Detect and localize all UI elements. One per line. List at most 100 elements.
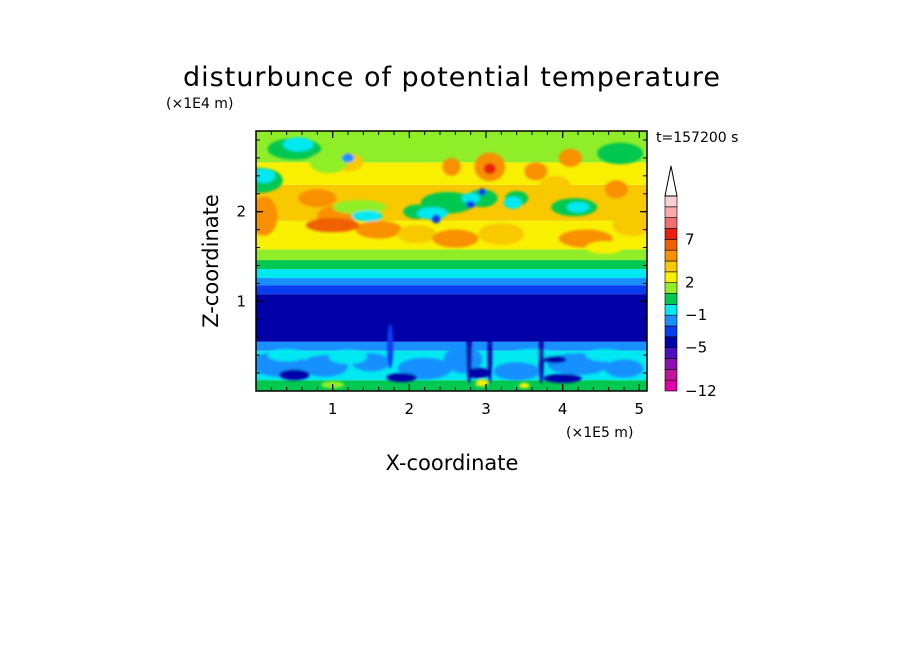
field-patch xyxy=(355,220,402,239)
colorbar-swatch xyxy=(664,228,678,240)
field-patch xyxy=(493,362,540,381)
field-band xyxy=(256,341,647,351)
field-patch xyxy=(432,229,479,248)
field-patch xyxy=(466,200,476,209)
field-patch xyxy=(443,346,483,374)
colorbar-swatch xyxy=(664,249,678,262)
x-tick-label: 3 xyxy=(481,400,491,418)
heatmap-field xyxy=(256,131,647,391)
x-axis-label: X-coordinate xyxy=(386,451,519,475)
field-patch xyxy=(256,196,278,236)
field-patch xyxy=(543,356,567,364)
colorbar-label: −12 xyxy=(685,382,717,400)
colorbar-swatch xyxy=(664,379,678,392)
field-patch xyxy=(518,382,530,389)
y-axis-ticks: 12 xyxy=(236,139,647,374)
field-patch xyxy=(501,135,548,154)
field-patch xyxy=(503,196,523,209)
field-patch xyxy=(558,148,582,167)
field-patch xyxy=(387,323,394,369)
plot-frame xyxy=(255,130,648,392)
field-patch xyxy=(282,202,314,221)
field-band xyxy=(256,249,647,261)
field-band xyxy=(256,278,647,286)
colorbar-swatch xyxy=(664,217,678,229)
field-patch xyxy=(487,326,493,384)
field-patch xyxy=(597,142,644,165)
colorbar-swatch xyxy=(664,336,678,348)
y-axis-label: Z-coordinate xyxy=(199,194,223,328)
field-patch xyxy=(539,175,571,194)
field-patch xyxy=(279,369,310,381)
colorbar-swatch xyxy=(664,206,678,218)
x-tick-label: 2 xyxy=(405,400,415,418)
field-patch xyxy=(466,316,472,385)
field-patch xyxy=(431,214,441,224)
x-tick-label: 5 xyxy=(635,400,645,418)
field-patch xyxy=(476,379,489,387)
field-patch xyxy=(612,214,647,236)
field-patch xyxy=(461,192,480,204)
field-band xyxy=(256,285,647,295)
field-patch xyxy=(478,188,486,196)
field-patch xyxy=(282,137,314,152)
field-patch xyxy=(585,348,624,362)
field-patch xyxy=(332,200,387,215)
field-patch xyxy=(466,367,490,379)
colorbar-label: 7 xyxy=(685,230,695,248)
field-patch xyxy=(386,373,417,383)
x-axis-ticks: 1 2 3 4 5 xyxy=(270,131,645,418)
field-patch xyxy=(604,180,628,199)
field-patch xyxy=(483,163,496,175)
colorbar-label: −1 xyxy=(685,306,707,324)
colorbar-swatch xyxy=(664,358,678,370)
field-patch xyxy=(578,381,624,391)
colorbar-swatch xyxy=(664,325,678,338)
y-tick-label: 2 xyxy=(236,203,246,221)
y-tick-label: 1 xyxy=(236,292,246,310)
y-unit-label: (×1E4 m) xyxy=(166,96,233,112)
field-patch xyxy=(401,135,448,154)
field-patch xyxy=(442,157,461,176)
colorbar-extend-arrow xyxy=(664,165,678,197)
field-patch xyxy=(351,210,383,222)
field-patch xyxy=(543,373,582,383)
colorbar-swatch xyxy=(664,282,678,294)
colorbar-swatch xyxy=(664,347,678,359)
colorbar: −12−5−127 xyxy=(664,165,717,400)
field-band xyxy=(256,260,647,270)
field-patch xyxy=(538,330,544,384)
field-patch xyxy=(566,201,590,213)
colorbar-swatch xyxy=(664,239,678,251)
colorbar-swatch xyxy=(664,195,678,208)
field-patch xyxy=(298,189,337,208)
field-patch xyxy=(585,241,624,254)
field-patch xyxy=(256,168,276,183)
field-patch xyxy=(604,359,644,378)
colorbar-swatch xyxy=(664,260,678,273)
chart-title: disturbunce of potential temperature xyxy=(183,62,721,93)
x-unit-label: (×1E5 m) xyxy=(566,425,633,441)
colorbar-swatch xyxy=(664,271,678,283)
colorbar-swatch xyxy=(664,293,678,305)
field-patch xyxy=(256,381,279,391)
field-patch xyxy=(524,162,548,181)
field-patch xyxy=(397,357,452,380)
field-band xyxy=(256,294,647,342)
x-tick-label: 4 xyxy=(558,400,568,418)
field-patch xyxy=(341,153,355,163)
field-patch xyxy=(328,349,368,365)
colorbar-swatch xyxy=(664,369,678,381)
x-tick-label: 1 xyxy=(328,400,338,418)
field-band xyxy=(256,269,647,279)
field-patch xyxy=(267,348,306,362)
colorbar-label: −5 xyxy=(685,339,707,357)
field-patch xyxy=(305,217,360,233)
field-patch xyxy=(309,151,349,174)
field-patch xyxy=(397,225,437,244)
colorbar-swatch xyxy=(664,314,678,327)
field-patch xyxy=(432,382,479,391)
colorbar-label: 2 xyxy=(685,274,695,292)
time-label: t=157200 s xyxy=(656,130,738,146)
